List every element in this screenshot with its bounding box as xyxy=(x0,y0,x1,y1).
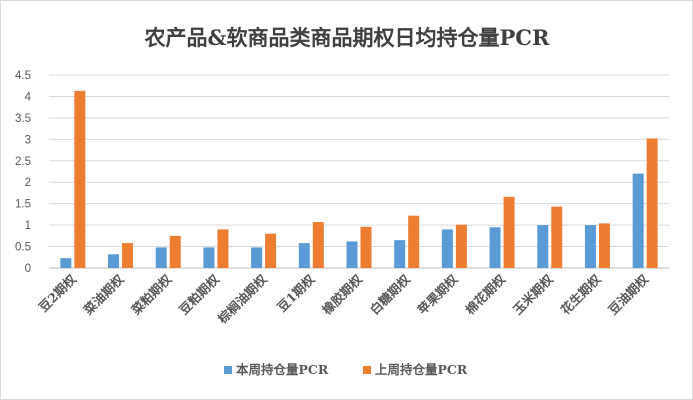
y-tick-label: 4 xyxy=(25,91,32,103)
x-tick-label: 菜油期权 xyxy=(80,271,127,318)
bar-last-week xyxy=(360,226,372,268)
x-tick-label: 豆1期权 xyxy=(274,271,318,315)
legend-swatch xyxy=(224,366,232,374)
x-tick-label: 花生期权 xyxy=(558,271,604,317)
bar-last-week xyxy=(408,215,420,268)
x-tick-label: 玉米期权 xyxy=(510,271,556,317)
x-tick-label: 豆2期权 xyxy=(36,271,80,315)
chart-title: 农产品&软商品类商品期权日均持仓量PCR xyxy=(144,25,550,50)
y-tick-label: 3.5 xyxy=(15,113,31,125)
y-tick-label: 2 xyxy=(25,177,31,189)
bar-last-week xyxy=(312,222,324,268)
x-tick-label: 豆油期权 xyxy=(605,271,651,317)
legend-label: 本周持仓量PCR xyxy=(236,362,329,377)
bar-this-week xyxy=(441,229,453,268)
bar-this-week xyxy=(155,247,167,268)
bar-last-week xyxy=(598,223,610,268)
y-tick-label: 0 xyxy=(25,263,31,275)
bar-this-week xyxy=(489,227,501,268)
x-tick-label: 菜粕期权 xyxy=(128,271,175,318)
gridlines xyxy=(49,74,669,269)
bar-this-week xyxy=(394,240,406,268)
y-tick-label: 3 xyxy=(25,134,31,146)
x-tick-label: 棉花期权 xyxy=(462,271,508,317)
bar-this-week xyxy=(346,241,358,268)
bars xyxy=(60,90,658,268)
bar-last-week xyxy=(122,243,134,268)
legend-label: 上周持仓量PCR xyxy=(375,362,468,377)
bar-last-week xyxy=(455,224,467,268)
bar-this-week xyxy=(203,247,215,268)
bar-last-week xyxy=(503,196,515,268)
y-axis-ticks: 0 0.5 1 1.5 2 2.5 3 3.5 4 4.5 xyxy=(15,70,32,275)
x-tick-label: 苹果期权 xyxy=(415,271,461,317)
y-tick-label: 1.5 xyxy=(15,199,31,211)
bar-last-week xyxy=(551,206,563,268)
x-tick-label: 白糖期权 xyxy=(367,271,413,317)
bar-last-week xyxy=(646,138,658,268)
legend-swatch xyxy=(363,366,371,374)
bar-last-week xyxy=(74,90,86,268)
bar-this-week xyxy=(298,243,310,268)
y-tick-label: 4.5 xyxy=(15,70,31,82)
bar-this-week xyxy=(108,254,120,268)
bar-this-week xyxy=(632,173,644,268)
bar-this-week xyxy=(584,225,596,268)
bar-this-week xyxy=(537,225,549,268)
bar-last-week xyxy=(169,235,181,268)
y-tick-label: 0.5 xyxy=(15,242,31,254)
x-tick-label: 豆粕期权 xyxy=(176,271,222,317)
y-tick-label: 1 xyxy=(25,220,31,232)
legend: 本周持仓量PCR 上周持仓量PCR xyxy=(224,362,468,377)
bar-this-week xyxy=(60,258,72,268)
bar-last-week xyxy=(265,233,277,268)
y-tick-label: 2.5 xyxy=(15,156,31,168)
x-tick-label: 橡胶期权 xyxy=(319,271,365,317)
bar-last-week xyxy=(217,229,229,268)
bar-this-week xyxy=(251,247,263,268)
x-tick-label: 棕榈油期权 xyxy=(214,271,270,327)
